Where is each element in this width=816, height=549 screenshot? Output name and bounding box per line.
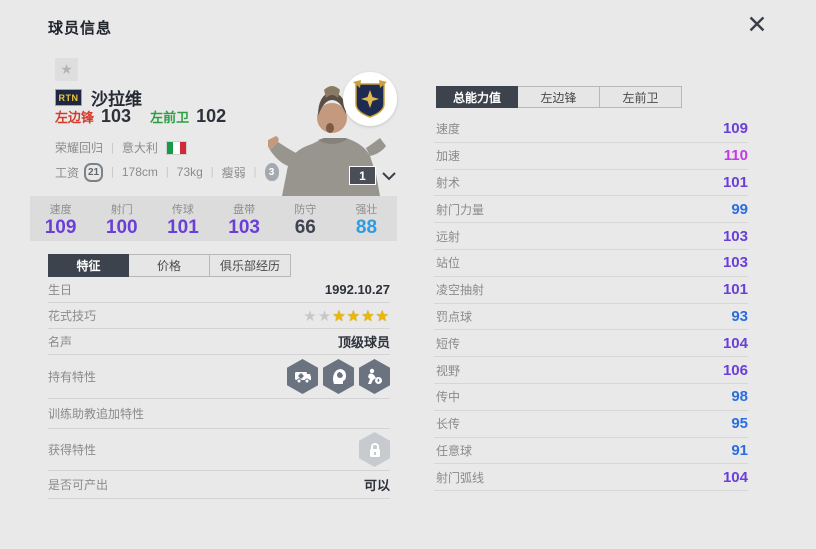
star-icon: ★ bbox=[60, 61, 73, 77]
detail-tabs: 特征 价格 俱乐部经历 bbox=[48, 254, 291, 277]
stat-row: 视野 106 bbox=[434, 357, 748, 384]
stat-row: 加速 110 bbox=[434, 143, 748, 170]
summary-stat: 射门 100 bbox=[105, 203, 138, 238]
divider: | bbox=[253, 166, 257, 178]
tab-position-lw[interactable]: 左边锋 bbox=[518, 86, 600, 108]
position-label: 左边锋 bbox=[55, 110, 95, 125]
chevron-down-icon[interactable] bbox=[380, 167, 398, 185]
position-rating: 103 bbox=[101, 106, 132, 126]
tab-position-lm[interactable]: 左前卫 bbox=[600, 86, 682, 108]
ability-tabs: 总能力值 左边锋 左前卫 bbox=[436, 86, 682, 108]
detail-list: 生日 1992.10.27 花式技巧 ★★★★★★ 名声 顶级球员 持有特性 bbox=[48, 277, 390, 499]
summary-stat: 盘带 103 bbox=[228, 203, 260, 238]
divider: | bbox=[111, 141, 114, 154]
favorite-star-toggle[interactable]: ★ bbox=[55, 58, 78, 81]
detail-row-fame: 名声 顶级球员 bbox=[48, 329, 390, 355]
flair-stars: ★★★★★★ bbox=[303, 307, 390, 325]
divider: | bbox=[111, 166, 114, 178]
divider: | bbox=[165, 166, 169, 178]
ambulance-trait-icon bbox=[287, 359, 318, 394]
ability-stat-list: 速度 109 加速 110 射术 101 射门力量 99 远射 103 站位 103 凌空抽… bbox=[434, 116, 748, 492]
club-crest-icon bbox=[343, 72, 397, 126]
summary-stat: 传球 101 bbox=[167, 203, 199, 238]
nationality-label: 意大利 bbox=[121, 141, 158, 155]
stat-row: 射门弧线 104 bbox=[434, 464, 748, 492]
skill-player-trait-icon bbox=[359, 359, 390, 394]
detail-row-acquired-traits: 获得特性 bbox=[48, 429, 390, 471]
tab-traits[interactable]: 特征 bbox=[48, 254, 129, 277]
body-type: 瘦弱 bbox=[221, 165, 246, 180]
detail-row-producible: 是否可产出 可以 bbox=[48, 471, 390, 499]
trait-icons bbox=[287, 359, 390, 394]
page-title: 球员信息 bbox=[48, 20, 113, 37]
salary: 工资 21 bbox=[55, 162, 104, 182]
stat-row: 射门力量 99 bbox=[434, 196, 748, 224]
stat-row: 任意球 91 bbox=[434, 438, 748, 465]
summary-stats-band: 速度 109 射门 100 传球 101 盘带 103 防守 66 强壮 88 bbox=[30, 196, 397, 241]
tab-club-history[interactable]: 俱乐部经历 bbox=[210, 254, 291, 277]
summary-stat: 防守 66 bbox=[294, 203, 317, 238]
weight-value: 73kg bbox=[176, 165, 203, 179]
position-label: 左前卫 bbox=[150, 110, 190, 125]
player-meta-row-2: 工资 21 | 178cm | 73kg | 瘦弱 | 3 5 bbox=[55, 161, 301, 183]
stat-row: 速度 109 bbox=[434, 116, 748, 143]
stat-row: 射术 101 bbox=[434, 170, 748, 197]
card-count-button[interactable]: 1 bbox=[349, 166, 376, 185]
player-silhouette bbox=[267, 86, 386, 196]
player-name: 沙拉维 bbox=[91, 90, 142, 109]
stat-row: 凌空抽射 101 bbox=[434, 277, 748, 304]
detail-row-birthday: 生日 1992.10.27 bbox=[48, 277, 390, 303]
detail-row-flair: 花式技巧 ★★★★★★ bbox=[48, 303, 390, 329]
player-name-row: RTN 沙拉维 bbox=[55, 85, 142, 110]
stat-row: 罚点球 93 bbox=[434, 304, 748, 331]
player-meta-row-1: 荣耀回归 | 意大利 bbox=[55, 139, 187, 156]
detail-row-traits: 持有特性 bbox=[48, 355, 390, 399]
italy-flag-icon bbox=[165, 140, 187, 155]
summary-stat: 速度 109 bbox=[44, 203, 77, 238]
card-grade-badge: RTN bbox=[55, 89, 82, 106]
salary-label: 工资 bbox=[55, 165, 80, 180]
salary-badge: 21 bbox=[84, 162, 104, 182]
tab-price[interactable]: 价格 bbox=[129, 254, 210, 277]
stat-row: 远射 103 bbox=[434, 223, 748, 250]
position-ratings: 左边锋 103 左前卫 102 bbox=[55, 106, 238, 127]
stat-row: 传中 98 bbox=[434, 384, 748, 411]
divider: | bbox=[210, 166, 214, 178]
stat-row: 短传 104 bbox=[434, 330, 748, 358]
tab-overall-ability[interactable]: 总能力值 bbox=[436, 86, 518, 108]
weak-foot-icon: 3 bbox=[264, 163, 279, 181]
season-tag: 荣耀回归 bbox=[55, 141, 104, 155]
position-rating: 102 bbox=[196, 106, 227, 126]
height-value: 178cm bbox=[121, 165, 158, 179]
head-trait-icon bbox=[323, 359, 354, 394]
close-icon[interactable]: ✕ bbox=[746, 11, 768, 39]
player-photo bbox=[267, 70, 400, 196]
summary-stat: 强壮 88 bbox=[355, 203, 378, 238]
stat-row: 站位 103 bbox=[434, 250, 748, 277]
stat-row: 长传 95 bbox=[434, 411, 748, 438]
lock-icon bbox=[359, 432, 390, 467]
detail-row-coach-traits: 训练助教追加特性 bbox=[48, 399, 390, 429]
